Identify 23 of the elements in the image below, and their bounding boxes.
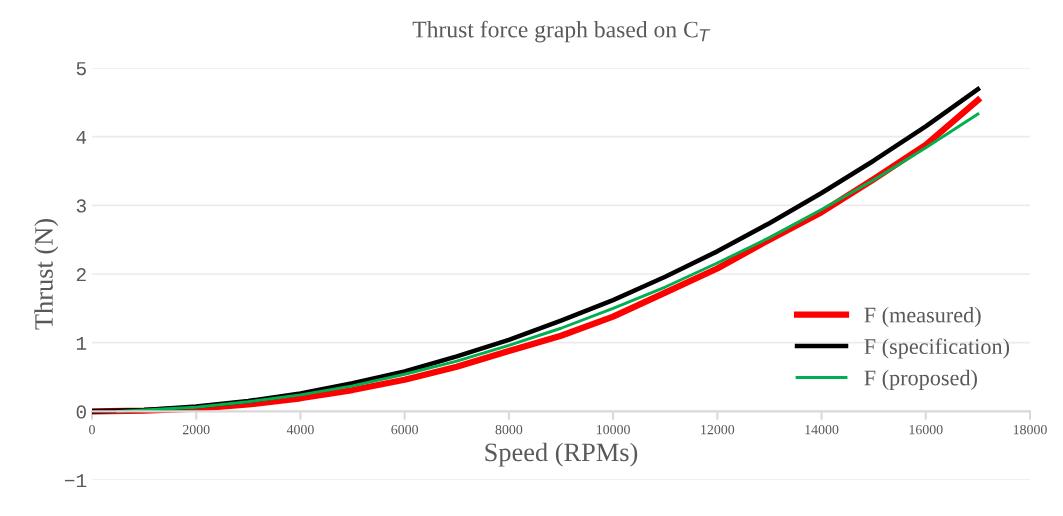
y-tick-label: 1 bbox=[76, 336, 87, 350]
x-tick-label: 14000 bbox=[805, 424, 839, 435]
legend-label: F (specification) bbox=[864, 338, 1010, 359]
y-tick-label: 0 bbox=[76, 405, 86, 419]
y-axis-title: Thrust (N) bbox=[34, 219, 59, 330]
y-tick-label: −1 bbox=[64, 474, 87, 488]
y-tick-label: 5 bbox=[76, 62, 86, 76]
y-tick-label: 4 bbox=[76, 130, 87, 144]
x-tick-label: 6000 bbox=[391, 424, 419, 435]
legend-label: F (proposed) bbox=[864, 369, 977, 390]
y-tick-label: 2 bbox=[76, 268, 86, 282]
x-tick-label: 18000 bbox=[1013, 424, 1047, 435]
x-tick-label: 4000 bbox=[286, 424, 314, 435]
legend-label: F (measured) bbox=[864, 306, 981, 328]
x-axis-title: Speed (RPMs) bbox=[485, 442, 638, 467]
x-tick-label: 2000 bbox=[182, 424, 210, 435]
x-tick-label: 8000 bbox=[495, 424, 523, 435]
chart-title: Thrust force graph based on C$_{T}$ bbox=[412, 20, 711, 43]
x-tick-label: 12000 bbox=[701, 424, 735, 435]
x-tick-label: 10000 bbox=[596, 424, 630, 435]
x-tick-label: 16000 bbox=[909, 424, 943, 435]
y-tick-label: 3 bbox=[76, 199, 86, 213]
x-tick-label: 0 bbox=[89, 424, 95, 435]
